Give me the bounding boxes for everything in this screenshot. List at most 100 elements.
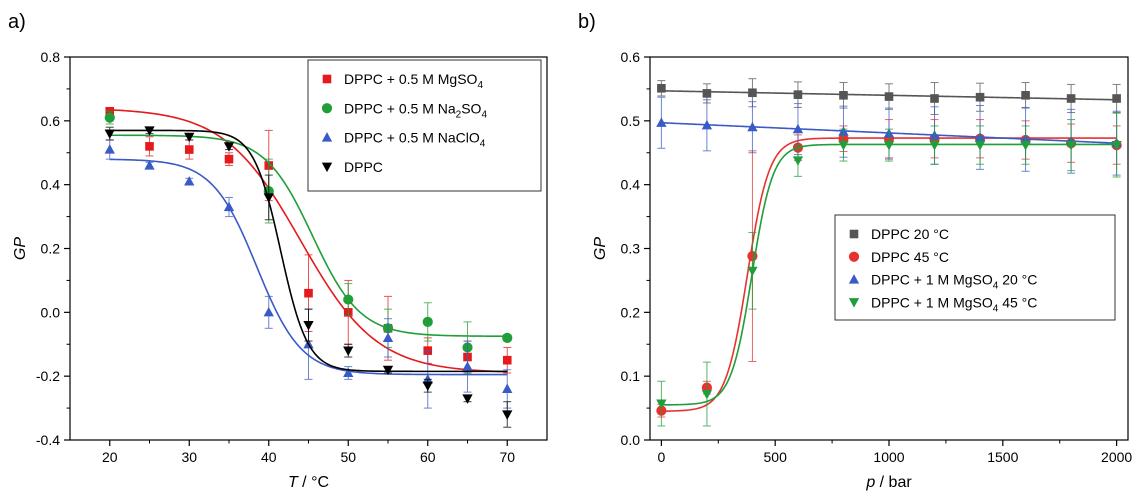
- data-point: [930, 94, 939, 103]
- x-axis: 20 30 40 50 60 70: [102, 440, 515, 465]
- data-point: [656, 117, 667, 127]
- data-point: [343, 346, 354, 357]
- y-tick-label: 0.2: [41, 241, 61, 257]
- data-point: [792, 156, 804, 166]
- y-tick-label: 0.2: [621, 304, 641, 320]
- y-tick-label: 0.6: [621, 49, 641, 65]
- legend-marker: [321, 132, 333, 142]
- y-tick-label: 0.6: [41, 113, 61, 129]
- data-point: [884, 92, 894, 101]
- data-point: [462, 394, 473, 404]
- panel-label: b): [578, 11, 596, 33]
- data-point: [1112, 94, 1121, 103]
- data-point: [223, 142, 235, 152]
- data-point: [502, 383, 513, 394]
- data-point: [304, 288, 313, 298]
- data-point: [104, 144, 115, 154]
- y-tick-label: -0.2: [36, 368, 60, 384]
- series-3: [656, 112, 1122, 427]
- legend: DPPC + 0.5 M MgSO4 DPPC + 0.5 M Na2SO4 DPP…: [307, 59, 542, 192]
- chart-panel-a: a) 20 30 40 50 60 70 -0.4 -0.2 0.0 0.2 0.4 0.6 0.8 T /…: [8, 11, 548, 491]
- data-point: [184, 132, 195, 143]
- y-tick-label: 0.5: [621, 113, 641, 129]
- legend-entry: DPPC + 0.5 M MgSO4: [344, 71, 483, 91]
- data-point: [104, 129, 115, 139]
- data-point: [747, 121, 758, 132]
- y-tick-label: 0.8: [41, 49, 61, 65]
- data-point: [462, 361, 473, 371]
- data-point: [839, 91, 848, 100]
- data-point: [975, 92, 985, 102]
- data-point: [656, 399, 667, 409]
- y-tick-label: 0.3: [621, 241, 641, 257]
- x-tick-label: 1000: [873, 449, 904, 465]
- data-point: [702, 89, 712, 98]
- fit-curve: [109, 129, 508, 373]
- data-point: [792, 123, 804, 134]
- legend-entry: DPPC + 0.5 M Na2SO4: [344, 100, 487, 120]
- x-tick-label: 500: [764, 449, 788, 465]
- legend-marker: [322, 74, 332, 84]
- panel-label: a): [8, 11, 26, 33]
- legend-marker: [848, 251, 860, 262]
- legend-entry: DPPC 45 °C: [871, 249, 949, 265]
- data-point: [263, 193, 274, 203]
- data-point: [748, 88, 757, 98]
- data-point: [422, 373, 433, 384]
- data-point: [382, 332, 394, 342]
- data-point: [974, 141, 986, 151]
- x-tick-label: 0: [657, 449, 665, 465]
- data-point: [343, 294, 354, 305]
- data-point: [883, 141, 895, 151]
- legend-box: [834, 214, 1116, 321]
- y-tick-label: 0.0: [621, 432, 641, 448]
- fit-curve: [109, 134, 508, 338]
- legend-marker: [848, 298, 860, 308]
- legend: DPPC 20 °C DPPC 45 °C DPPC + 1 M MgSO4 20 …: [834, 214, 1116, 321]
- data-point: [502, 410, 513, 420]
- y-tick-label: 0.1: [621, 368, 641, 384]
- legend-entry: DPPC: [344, 159, 383, 175]
- data-point: [422, 381, 433, 392]
- data-point: [657, 83, 666, 93]
- data-point: [747, 266, 758, 277]
- legend-entry: DPPC + 1 M MgSO4 20 °C: [871, 272, 1037, 292]
- y-axis: 0.0 0.1 0.2 0.3 0.4 0.5 0.6: [621, 49, 650, 448]
- x-tick-label: 30: [181, 449, 197, 465]
- data-point: [382, 365, 394, 376]
- x-tick-label: 20: [102, 449, 118, 465]
- data-point: [929, 141, 940, 151]
- legend-entry: DPPC 20 °C: [871, 226, 949, 242]
- x-tick-label: 50: [340, 449, 356, 465]
- data-point: [184, 145, 194, 154]
- x-tick-label: 60: [420, 449, 436, 465]
- x-tick-label: 70: [499, 449, 515, 465]
- data-point: [1066, 94, 1076, 103]
- data-point: [502, 332, 513, 343]
- y-tick-label: 0.4: [621, 177, 641, 193]
- data-point: [343, 367, 354, 378]
- data-point: [701, 119, 713, 130]
- y-tick-label: 0.4: [41, 177, 61, 193]
- legend-box: [307, 59, 542, 192]
- data-point: [1020, 141, 1031, 151]
- x-axis-label: T / °C: [288, 474, 329, 491]
- x-tick-label: 2000: [1101, 449, 1132, 465]
- legend-marker: [321, 103, 333, 114]
- y-tick-label: -0.4: [36, 432, 60, 448]
- data-point: [838, 141, 849, 151]
- data-point: [701, 389, 713, 400]
- data-point: [1065, 141, 1077, 151]
- series-1: [104, 110, 513, 374]
- data-point: [223, 201, 235, 212]
- legend-entry: DPPC + 0.5 M NaClO4: [344, 130, 486, 150]
- x-axis: 0 500 1000 1500 2000: [657, 440, 1132, 465]
- legend-marker: [849, 229, 859, 239]
- data-point: [145, 142, 154, 151]
- fit-curve: [109, 109, 508, 373]
- y-axis-label: GP: [12, 237, 29, 260]
- y-axis-label: GP: [592, 237, 609, 260]
- data-point: [144, 160, 155, 170]
- x-tick-label: 1500: [987, 449, 1018, 465]
